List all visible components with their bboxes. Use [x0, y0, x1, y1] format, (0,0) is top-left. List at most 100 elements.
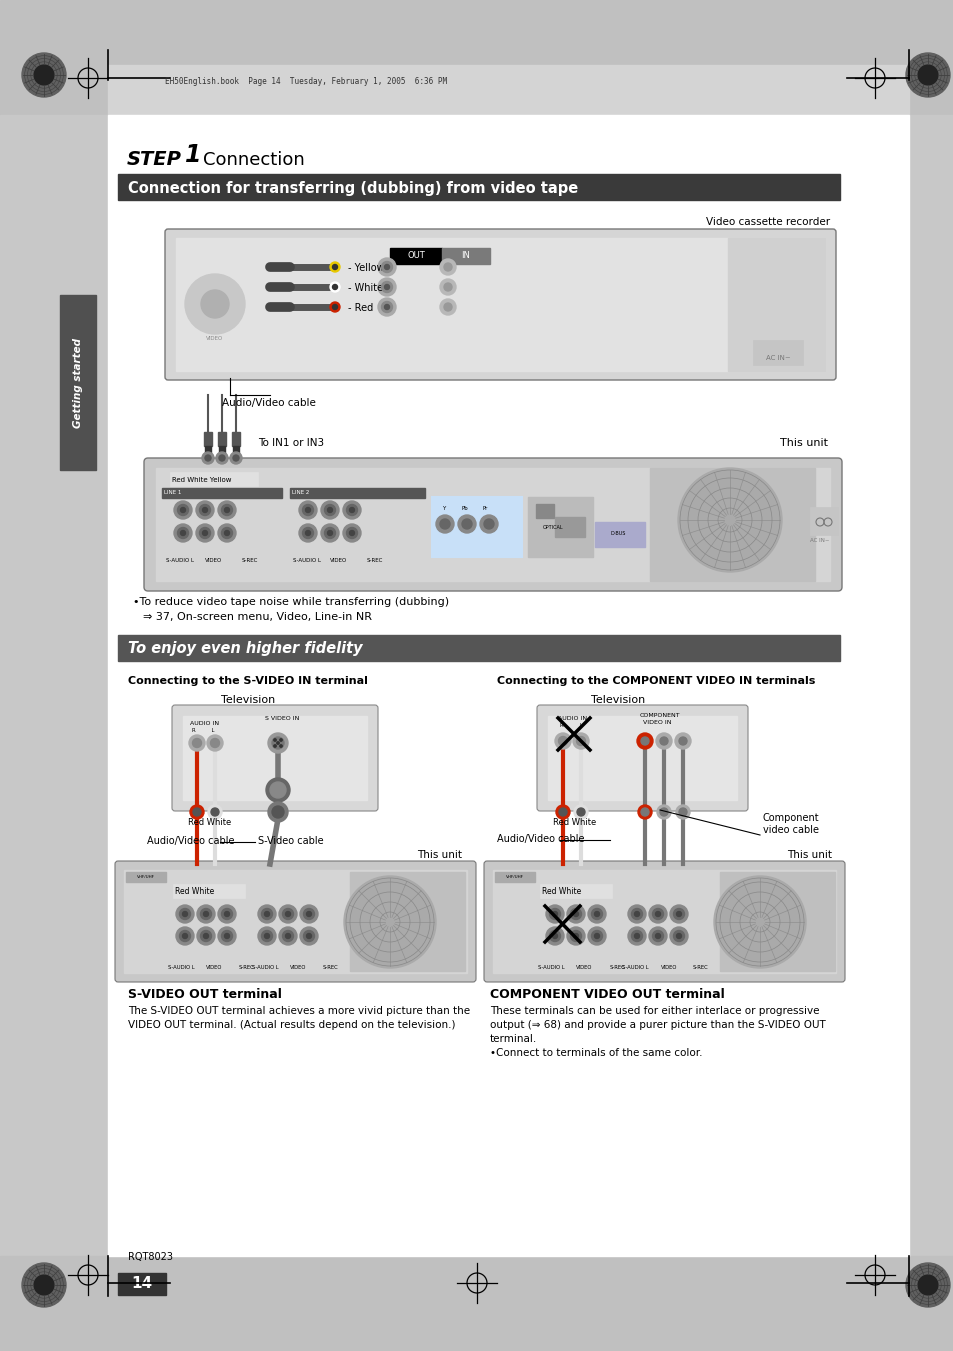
Circle shape — [203, 934, 209, 939]
Text: ⇒ 37, On-screen menu, Video, Line-in NR: ⇒ 37, On-screen menu, Video, Line-in NR — [143, 612, 372, 621]
Text: These terminals can be used for either interlace or progressive: These terminals can be used for either i… — [490, 1006, 819, 1016]
Text: COMPONENT VIDEO OUT terminal: COMPONENT VIDEO OUT terminal — [490, 988, 724, 1001]
Circle shape — [22, 1263, 66, 1306]
Bar — [118, 1273, 166, 1296]
Text: Getting started: Getting started — [73, 338, 83, 427]
Circle shape — [637, 734, 652, 748]
Text: Red White: Red White — [188, 817, 231, 827]
Circle shape — [218, 927, 235, 944]
Circle shape — [655, 934, 659, 939]
Circle shape — [659, 808, 667, 816]
Circle shape — [558, 736, 567, 746]
Bar — [0, 1256, 953, 1351]
Circle shape — [221, 931, 233, 942]
Circle shape — [199, 527, 211, 539]
Circle shape — [306, 912, 312, 916]
Text: S-REC: S-REC — [239, 965, 254, 970]
Bar — [752, 340, 802, 365]
Circle shape — [218, 905, 235, 923]
Bar — [441, 249, 490, 263]
Circle shape — [302, 527, 314, 539]
Circle shape — [211, 808, 219, 816]
Text: R         L: R L — [192, 728, 214, 734]
Text: AUDIO IN: AUDIO IN — [190, 721, 219, 725]
Bar — [539, 884, 612, 898]
Circle shape — [381, 301, 392, 312]
Circle shape — [652, 908, 662, 920]
Text: VIDEO IN: VIDEO IN — [642, 720, 671, 725]
Text: R         L: R L — [559, 723, 582, 728]
Circle shape — [324, 504, 335, 516]
Circle shape — [377, 258, 395, 276]
Text: LINE 1: LINE 1 — [164, 490, 181, 494]
Bar — [60, 295, 96, 470]
Text: RQT8023: RQT8023 — [128, 1252, 172, 1262]
Bar — [175, 238, 824, 372]
Bar — [126, 871, 166, 882]
Circle shape — [202, 531, 208, 535]
Circle shape — [676, 934, 680, 939]
Circle shape — [279, 744, 282, 747]
Circle shape — [555, 734, 571, 748]
Circle shape — [272, 807, 284, 817]
Text: S-REC: S-REC — [609, 965, 625, 970]
Circle shape — [268, 734, 288, 753]
Circle shape — [384, 265, 389, 269]
Circle shape — [631, 908, 641, 920]
Circle shape — [179, 931, 191, 942]
Circle shape — [591, 908, 602, 920]
Circle shape — [549, 908, 560, 920]
Circle shape — [278, 927, 296, 944]
Circle shape — [330, 282, 339, 292]
Text: S-REC: S-REC — [692, 965, 708, 970]
Text: terminal.: terminal. — [490, 1034, 537, 1044]
Circle shape — [257, 905, 275, 923]
Circle shape — [221, 527, 233, 539]
Circle shape — [218, 501, 235, 519]
Circle shape — [276, 742, 279, 744]
Text: - White: - White — [348, 282, 383, 293]
Circle shape — [320, 524, 338, 542]
Circle shape — [285, 912, 291, 916]
Circle shape — [193, 808, 201, 816]
Circle shape — [344, 875, 436, 969]
Text: IN: IN — [461, 251, 470, 261]
Bar — [720, 871, 834, 971]
Circle shape — [180, 508, 185, 512]
Circle shape — [182, 934, 188, 939]
Circle shape — [190, 805, 204, 819]
Circle shape — [659, 738, 667, 744]
Circle shape — [221, 908, 233, 920]
FancyBboxPatch shape — [483, 861, 844, 982]
Circle shape — [591, 931, 602, 942]
Circle shape — [549, 931, 560, 942]
Text: To IN1 or IN3: To IN1 or IN3 — [257, 438, 324, 449]
Text: S-Video cable: S-Video cable — [257, 836, 323, 846]
Circle shape — [173, 524, 192, 542]
Circle shape — [648, 905, 666, 923]
Text: S-REC: S-REC — [242, 558, 258, 563]
Circle shape — [905, 1263, 949, 1306]
Circle shape — [436, 515, 454, 534]
Bar — [170, 471, 257, 486]
Circle shape — [195, 501, 213, 519]
FancyBboxPatch shape — [165, 230, 835, 380]
Circle shape — [327, 508, 333, 512]
Text: S-AUDIO L: S-AUDIO L — [166, 558, 193, 563]
Text: Red White: Red White — [553, 817, 596, 827]
Text: Audio/Video cable: Audio/Video cable — [147, 836, 234, 846]
Circle shape — [479, 515, 497, 534]
Circle shape — [381, 262, 392, 273]
Circle shape — [302, 504, 314, 516]
Bar — [290, 488, 424, 499]
Circle shape — [219, 455, 225, 461]
Circle shape — [669, 927, 687, 944]
Circle shape — [233, 455, 239, 461]
Text: OUT: OUT — [407, 251, 424, 261]
Circle shape — [679, 738, 686, 744]
Circle shape — [657, 805, 670, 819]
Circle shape — [177, 504, 189, 516]
Circle shape — [655, 912, 659, 916]
Text: Connecting to the S-VIDEO IN terminal: Connecting to the S-VIDEO IN terminal — [128, 676, 368, 686]
Circle shape — [175, 905, 193, 923]
